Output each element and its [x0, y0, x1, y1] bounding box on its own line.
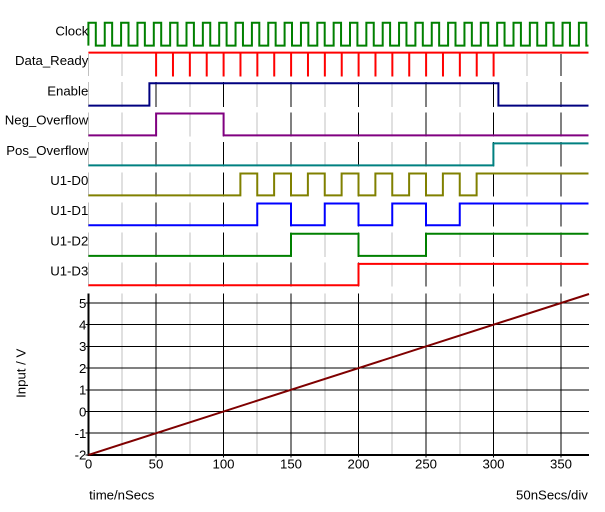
svg-text:350: 350	[550, 456, 572, 471]
svg-text:Enable: Enable	[47, 83, 88, 98]
svg-text:50nSecs/div: 50nSecs/div	[516, 488, 588, 503]
svg-text:1: 1	[79, 383, 86, 398]
svg-text:U1-D3: U1-D3	[50, 263, 88, 278]
svg-text:Clock: Clock	[55, 24, 88, 39]
svg-text:U1-D0: U1-D0	[50, 173, 88, 188]
svg-text:0: 0	[85, 456, 92, 471]
svg-text:U1-D1: U1-D1	[50, 203, 88, 218]
svg-text:5: 5	[79, 296, 86, 311]
svg-text:Pos_Overflow: Pos_Overflow	[6, 143, 89, 158]
svg-text:-2: -2	[75, 448, 87, 463]
svg-text:3: 3	[79, 339, 86, 354]
svg-text:4: 4	[79, 318, 86, 333]
svg-text:200: 200	[347, 456, 369, 471]
svg-text:150: 150	[280, 456, 302, 471]
svg-text:100: 100	[212, 456, 234, 471]
svg-text:2: 2	[79, 361, 86, 376]
svg-text:50: 50	[149, 456, 164, 471]
svg-text:U1-D2: U1-D2	[50, 233, 88, 248]
svg-text:250: 250	[415, 456, 437, 471]
svg-text:300: 300	[482, 456, 504, 471]
svg-text:Neg_Overflow: Neg_Overflow	[5, 113, 89, 128]
svg-text:0: 0	[79, 404, 86, 419]
svg-text:-1: -1	[75, 426, 87, 441]
svg-text:Data_Ready: Data_Ready	[15, 53, 89, 68]
svg-text:time/nSecs: time/nSecs	[89, 488, 155, 503]
svg-text:Input / V: Input / V	[14, 349, 29, 398]
